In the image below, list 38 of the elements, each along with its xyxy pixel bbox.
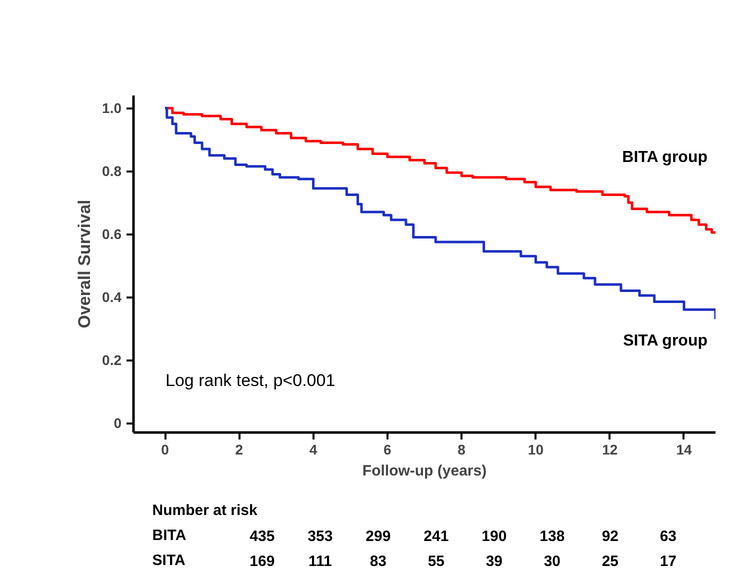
text: 63 bbox=[660, 528, 677, 545]
text: 92 bbox=[602, 528, 619, 545]
y-tick-label: 0.2 bbox=[102, 352, 122, 368]
x-tick-label: 0 bbox=[161, 442, 170, 458]
text: 30 bbox=[544, 553, 561, 570]
text: SITA bbox=[152, 552, 186, 569]
y-tick-label: 0.4 bbox=[102, 289, 122, 306]
x-tick-label: 4 bbox=[309, 442, 318, 458]
x-tick-label: 14 bbox=[676, 442, 692, 458]
text: 190 bbox=[482, 528, 507, 545]
annotation: Log rank test, p<0.001 bbox=[166, 371, 336, 390]
series-label: SITA group bbox=[623, 332, 708, 350]
text: 25 bbox=[602, 553, 619, 570]
y-tick-label: 0.6 bbox=[102, 226, 122, 242]
y-tick-label: 1.0 bbox=[102, 100, 122, 116]
text: 241 bbox=[424, 528, 449, 545]
y-axis-title: Overall Survival bbox=[75, 200, 94, 328]
text: 39 bbox=[486, 553, 503, 570]
x-tick-label: 10 bbox=[528, 442, 544, 458]
text: Number at risk bbox=[152, 502, 258, 519]
text: 353 bbox=[308, 528, 333, 545]
x-axis-title: Follow-up (years) bbox=[362, 462, 487, 480]
text: 169 bbox=[250, 553, 275, 570]
x-tick-label: 2 bbox=[235, 442, 244, 458]
x-tick-label: 6 bbox=[384, 442, 392, 458]
text: 138 bbox=[540, 528, 565, 545]
text: 435 bbox=[250, 528, 275, 545]
text: BITA bbox=[152, 527, 186, 544]
x-tick-label: 8 bbox=[458, 442, 466, 458]
text: 17 bbox=[660, 553, 677, 570]
series-label: BITA group bbox=[622, 149, 708, 166]
text: 111 bbox=[308, 553, 332, 570]
text: 83 bbox=[370, 553, 387, 570]
text: 299 bbox=[366, 528, 391, 545]
x-tick-label: 12 bbox=[602, 442, 618, 458]
y-tick-label: 0.8 bbox=[102, 163, 122, 180]
y-tick-label: 0 bbox=[114, 415, 122, 432]
text: 55 bbox=[428, 553, 445, 570]
